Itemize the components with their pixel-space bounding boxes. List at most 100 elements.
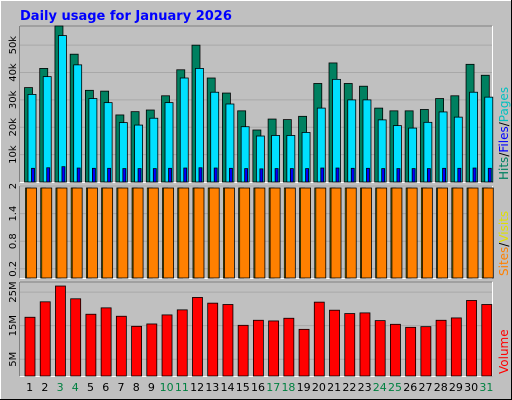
volume-bar xyxy=(39,301,51,377)
sites-bar xyxy=(102,187,114,279)
day-label: 24 xyxy=(373,381,387,394)
pages-bar xyxy=(274,168,279,183)
sites-bar xyxy=(376,187,388,279)
volume-panel-y-tick-label: 5M xyxy=(8,352,19,367)
hits-panel-y-tick-label: 10k xyxy=(8,145,19,164)
hits-files-pages-panel: 10k 20k 30k 40k 50k xyxy=(8,25,494,183)
pages-bar xyxy=(350,167,355,183)
day-label: 3 xyxy=(57,381,64,394)
pages-bar xyxy=(168,167,172,183)
sites-bar xyxy=(239,187,251,279)
hits-panel-y-tick-label: 20k xyxy=(8,118,19,137)
volume-bar xyxy=(298,328,310,377)
pages-bar xyxy=(76,167,81,183)
sites-bar xyxy=(26,187,37,279)
volume-bar xyxy=(313,301,325,377)
pages-bar xyxy=(244,168,249,183)
legend-separator: / xyxy=(497,242,511,247)
pages-bar xyxy=(46,167,51,183)
sites-bar xyxy=(437,187,448,279)
pages-bar xyxy=(259,168,264,183)
sites-bar xyxy=(117,187,129,279)
volume-bar xyxy=(161,314,173,377)
volume-bar xyxy=(70,298,82,377)
day-label: 18 xyxy=(281,381,295,394)
sites-bar xyxy=(482,187,494,279)
volume-legend: Volume xyxy=(497,329,511,374)
day-label: 30 xyxy=(464,381,478,394)
pages-bar xyxy=(487,167,492,183)
pages-bar xyxy=(442,167,446,183)
sites-bar xyxy=(330,187,342,279)
sites-bar xyxy=(87,187,98,279)
day-label: 26 xyxy=(403,381,417,394)
volume-bar xyxy=(420,326,432,377)
hits-panel-y-tick-label: 30k xyxy=(8,90,19,109)
sites-bar xyxy=(71,187,83,279)
volume-bar xyxy=(131,325,142,377)
volume-bar xyxy=(24,316,36,377)
sites-bar xyxy=(193,187,205,279)
legend-separator: / xyxy=(497,121,511,126)
visits-panel-y-tick-label: 0.2 xyxy=(8,261,19,277)
volume-panel-y-tick-label: 15M xyxy=(8,315,19,336)
day-label: 21 xyxy=(327,381,341,394)
visits-sites-panel: 0.2 0.8 1.4 2 xyxy=(8,183,494,279)
hits-panel-y-tick-label: 50k xyxy=(8,36,19,55)
legends: Hits/Files/Pages Sites/Visits Volume xyxy=(497,87,511,374)
pages-bar xyxy=(411,168,416,183)
pages-bar xyxy=(381,168,386,183)
visits-legend: Sites/Visits xyxy=(497,211,511,276)
files-bar xyxy=(73,64,83,183)
day-label: 15 xyxy=(236,381,250,394)
sites-bar xyxy=(41,187,53,279)
volume-bar xyxy=(374,320,386,377)
sites-bar xyxy=(132,187,144,279)
day-label: 6 xyxy=(102,381,109,394)
pages-bar xyxy=(457,167,462,183)
volume-bar xyxy=(268,320,280,377)
hits-legend: Hits/Files/Pages xyxy=(497,87,511,180)
day-label: 14 xyxy=(221,381,235,394)
legend-separator: / xyxy=(497,152,511,157)
volume-bar xyxy=(359,312,371,377)
volume-bar xyxy=(146,323,158,377)
day-label: 25 xyxy=(388,381,402,394)
volume-bar xyxy=(115,315,127,377)
volume-bar xyxy=(207,302,219,377)
day-label: 20 xyxy=(312,381,326,394)
pages-bar xyxy=(396,168,401,183)
files-bar xyxy=(195,68,204,183)
pages-bar xyxy=(305,168,309,183)
pages-bar xyxy=(137,168,142,183)
pages-bar xyxy=(92,167,96,183)
volume-bar xyxy=(344,313,356,377)
chart-title: Daily usage for January 2026 xyxy=(20,9,232,24)
visits-panel-y-tick-label: 0.8 xyxy=(8,233,19,249)
day-label: 31 xyxy=(479,381,493,394)
day-label: 23 xyxy=(358,381,372,394)
sites-bar xyxy=(361,187,372,279)
day-label: 22 xyxy=(342,381,356,394)
day-label: 29 xyxy=(449,381,463,394)
pages-bar xyxy=(183,167,188,183)
legend-item-hits: Hits xyxy=(497,157,511,180)
sites-bar xyxy=(467,187,479,279)
day-label: 8 xyxy=(133,381,140,394)
sites-bar xyxy=(284,187,296,279)
volume-bar xyxy=(192,297,203,377)
volume-bar xyxy=(100,307,112,377)
sites-bar xyxy=(406,187,418,279)
sites-bar xyxy=(391,187,403,279)
volume-bar xyxy=(176,309,188,377)
day-label: 13 xyxy=(205,381,219,394)
day-axis-labels: 1 2 3 4 5 6 7 8 9 10 11 12 13 14 15 16 17 18 19 20 21 22 23 24 2… xyxy=(26,381,493,394)
pages-bar xyxy=(229,167,233,183)
volume-panel-y-tick-label: 25M xyxy=(8,281,19,302)
pages-bar xyxy=(122,168,127,183)
legend-item-pages: Pages xyxy=(497,87,511,122)
pages-bar xyxy=(107,167,112,183)
volume-bar xyxy=(222,304,234,377)
volume-bar xyxy=(390,323,401,377)
day-label: 1 xyxy=(26,381,33,394)
